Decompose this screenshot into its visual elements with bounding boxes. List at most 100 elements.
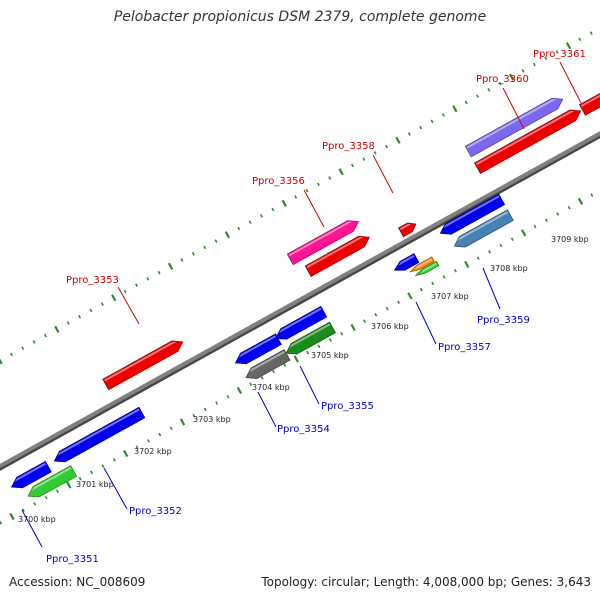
forward-tick bbox=[565, 42, 572, 50]
reverse-tick bbox=[0, 521, 3, 525]
reverse-tick bbox=[236, 386, 243, 395]
reverse-tick bbox=[33, 502, 37, 506]
gene-Ppro_3354[interactable] bbox=[245, 349, 291, 379]
gene-label-Ppro_3352[interactable]: Ppro_3352 bbox=[129, 506, 182, 517]
forward-tick bbox=[578, 37, 582, 42]
forward-tick bbox=[203, 245, 207, 250]
gene-label-Ppro_3351[interactable]: Ppro_3351 bbox=[46, 554, 99, 565]
accession-text: Accession: NC_008609 bbox=[9, 575, 146, 589]
gene-Ppro_3357b[interactable] bbox=[408, 256, 435, 273]
forward-tick bbox=[487, 88, 491, 92]
gene-Ppro_3351[interactable] bbox=[27, 465, 78, 498]
reverse-tick bbox=[340, 331, 344, 336]
gene-Ppro_3351b[interactable] bbox=[11, 460, 52, 489]
reverse-tick bbox=[179, 418, 186, 426]
gene-Ppro_3355b[interactable] bbox=[275, 305, 328, 340]
reverse-tick bbox=[66, 481, 72, 489]
forward-tick bbox=[407, 132, 411, 136]
gene-arrow bbox=[304, 235, 371, 277]
gene-highlight bbox=[289, 323, 331, 348]
reverse-tick bbox=[203, 407, 207, 412]
gene-arrow bbox=[102, 340, 184, 391]
gene-label-Ppro_3361[interactable]: Ppro_3361 bbox=[533, 49, 586, 60]
forward-tick bbox=[452, 105, 458, 113]
gene-label-Ppro_3357[interactable]: Ppro_3357 bbox=[438, 342, 491, 353]
forward-tick bbox=[260, 214, 263, 218]
scale-label: 3706 kbp bbox=[371, 322, 409, 331]
gene-label-Ppro_3359[interactable]: Ppro_3359 bbox=[477, 315, 530, 326]
scale-label: 3709 kbp bbox=[551, 235, 589, 244]
forward-tick bbox=[214, 239, 218, 243]
gene-Ppro_3361[interactable] bbox=[578, 91, 600, 116]
forward-tick bbox=[224, 231, 231, 239]
reverse-tick bbox=[146, 439, 150, 443]
forward-tick bbox=[476, 94, 480, 98]
forward-tick bbox=[419, 125, 423, 130]
leader-line-Ppro_3358 bbox=[372, 154, 394, 194]
gene-Ppro_3357c[interactable] bbox=[393, 253, 420, 271]
gene-Ppro_3356[interactable] bbox=[304, 235, 371, 277]
gene-arrow bbox=[245, 349, 291, 379]
forward-tick bbox=[316, 182, 320, 187]
reverse-tick bbox=[21, 508, 25, 513]
gene-Ppro_3360[interactable] bbox=[474, 109, 582, 174]
forward-tick bbox=[430, 119, 434, 124]
forward-tick bbox=[180, 258, 184, 262]
gene-arrow bbox=[53, 406, 146, 463]
leader-line-Ppro_3359 bbox=[482, 267, 501, 310]
forward-tick bbox=[191, 251, 195, 256]
forward-tick bbox=[498, 81, 502, 86]
gene-highlight bbox=[31, 467, 72, 491]
gene-arrow bbox=[453, 209, 514, 248]
reverse-tick bbox=[260, 376, 264, 380]
gene-label-Ppro_3360[interactable]: Ppro_3360 bbox=[476, 74, 529, 85]
leader-line-Ppro_3355 bbox=[299, 365, 320, 405]
genome-backbone bbox=[0, 131, 600, 471]
reverse-tick bbox=[192, 413, 196, 418]
gene-highlight bbox=[443, 195, 500, 229]
reverse-tick bbox=[226, 394, 230, 399]
reverse-tick bbox=[442, 275, 446, 279]
forward-tick bbox=[281, 199, 287, 207]
forward-tick bbox=[521, 69, 525, 73]
gene-Ppro_3353[interactable] bbox=[102, 340, 184, 391]
gene-Ppro_3359b[interactable] bbox=[439, 193, 506, 235]
leader-line-Ppro_3360 bbox=[502, 87, 525, 130]
gene-label-Ppro_3358[interactable]: Ppro_3358 bbox=[322, 141, 375, 152]
gene-Ppro_3360b[interactable] bbox=[464, 97, 564, 158]
gene-Ppro_3358[interactable] bbox=[398, 222, 417, 238]
gene-Ppro_3354b[interactable] bbox=[234, 333, 282, 365]
gene-highlight bbox=[580, 94, 600, 107]
gene-label-Ppro_3355[interactable]: Ppro_3355 bbox=[321, 401, 374, 412]
forward-tick bbox=[66, 321, 70, 325]
reverse-tick bbox=[101, 464, 105, 468]
gene-highlight bbox=[288, 221, 353, 257]
forward-tick bbox=[89, 308, 93, 313]
forward-tick bbox=[78, 314, 82, 319]
gene-label-Ppro_3356[interactable]: Ppro_3356 bbox=[252, 176, 305, 187]
gene-highlight bbox=[399, 223, 412, 231]
forward-tick bbox=[532, 62, 536, 67]
leader-line-Ppro_3353 bbox=[117, 286, 140, 325]
gene-Ppro_3357[interactable] bbox=[414, 260, 440, 277]
gene-highlight bbox=[238, 335, 277, 358]
gene-Ppro_3356b[interactable] bbox=[286, 220, 360, 266]
forward-tick bbox=[589, 31, 593, 35]
gene-arrow bbox=[439, 193, 506, 235]
backbone-line bbox=[0, 131, 600, 469]
forward-tick bbox=[338, 168, 344, 176]
scale-label: 3701 kbp bbox=[76, 480, 114, 489]
gene-label-Ppro_3353[interactable]: Ppro_3353 bbox=[66, 275, 119, 286]
gene-Ppro_3359[interactable] bbox=[453, 209, 514, 248]
forward-tick bbox=[395, 136, 401, 144]
gene-highlight bbox=[249, 350, 285, 373]
gene-Ppro_3355[interactable] bbox=[285, 321, 336, 355]
forward-tick bbox=[167, 262, 174, 270]
gene-Ppro_3352[interactable] bbox=[53, 406, 146, 463]
gene-label-Ppro_3354[interactable]: Ppro_3354 bbox=[277, 424, 330, 435]
forward-tick bbox=[32, 340, 36, 344]
scale-layer: 3700 kbp 3701 kbp 3702 kbp 3703 kbp 3704 kbp… bbox=[18, 235, 589, 524]
reverse-tick bbox=[374, 313, 378, 317]
forward-tick bbox=[508, 73, 515, 81]
reverse-strand-ticks bbox=[0, 193, 594, 525]
